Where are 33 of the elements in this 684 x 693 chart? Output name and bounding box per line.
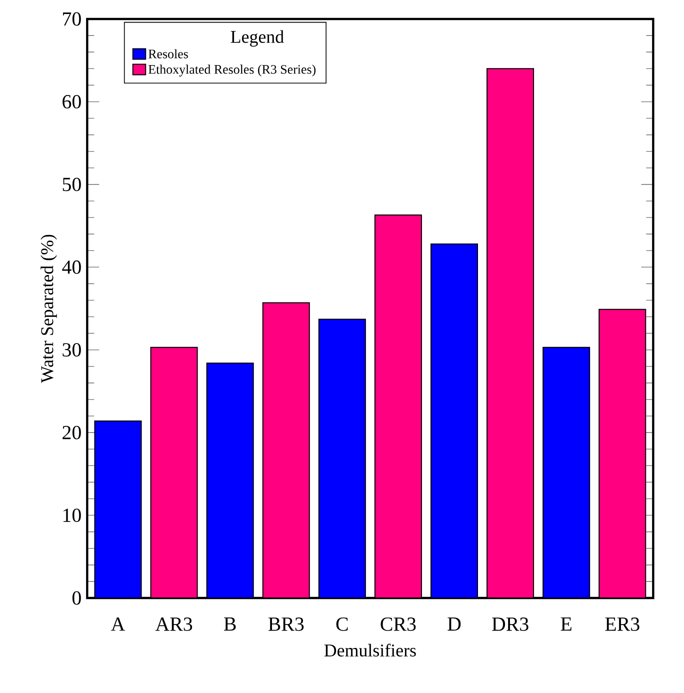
bar: [206, 363, 254, 598]
y-axis-title: Water Separated (%): [40, 234, 57, 383]
x-tick-label: ER3: [605, 618, 640, 631]
y-tick-label: 70: [63, 12, 81, 26]
x-tick-label: AR3: [155, 618, 192, 631]
y-tick-label: 50: [62, 178, 81, 192]
bar: [542, 346, 590, 598]
legend-label: Ethoxylated Resoles (R3 Series): [148, 64, 316, 76]
bar: [374, 215, 422, 598]
x-tick-label: D: [448, 618, 461, 631]
x-tick-label: CR3: [380, 618, 416, 631]
bar: [262, 302, 310, 598]
x-tick-label: BR3: [268, 618, 304, 631]
y-tick-label: 30: [62, 343, 81, 357]
bar: [487, 68, 534, 598]
bar: [150, 347, 198, 598]
y-tick-label: 10: [63, 508, 81, 522]
x-tick-label: A: [110, 618, 126, 631]
legend-title: Legend: [230, 30, 284, 47]
y-tick-label: 20: [62, 426, 81, 440]
bar: [598, 308, 646, 598]
y-tick-label: 60: [62, 94, 81, 108]
x-tick-label: E: [560, 618, 572, 631]
legend-label: Resoles: [148, 49, 188, 58]
y-tick-label: 0: [72, 591, 81, 605]
x-tick-label: B: [224, 618, 236, 631]
bar: [430, 244, 478, 598]
y-tick-label: 40: [62, 260, 81, 274]
bar: [318, 319, 366, 598]
x-axis-title: Demulsifiers: [324, 644, 416, 657]
x-tick-label: C: [336, 618, 348, 631]
bar: [94, 420, 142, 598]
x-tick-label: DR3: [492, 618, 528, 631]
